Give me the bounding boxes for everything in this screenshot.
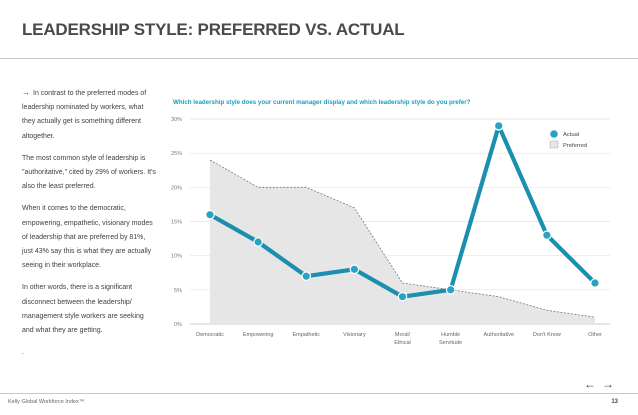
actual-point [205, 209, 215, 220]
footer-text: Kelly Global Workforce Index™ [8, 399, 85, 405]
chart-legend: Actual Preferred [549, 130, 587, 149]
preferred-area [209, 159, 596, 324]
y-axis-ticks: 0% 5% 10% 15% 20% 25% 30% [171, 117, 182, 328]
x-axis-ticks: Democratic Empowering Empathetic Visionary M… [196, 332, 602, 346]
y-tick-label: 20% [171, 185, 182, 191]
y-tick-label: 15% [171, 220, 182, 226]
actual-line [205, 121, 600, 302]
legend-actual-label: Actual [563, 132, 579, 138]
x-tick-label: Humble Servitude [439, 332, 462, 346]
next-arrow-icon[interactable]: → [602, 377, 620, 391]
actual-point [253, 237, 263, 247]
arrow-right-icon: → [22, 88, 30, 97]
x-tick-label: Other [588, 332, 602, 338]
actual-point [301, 271, 312, 281]
page-number: 13 [611, 399, 618, 405]
chart-question: Which leadership style does your current… [173, 99, 471, 106]
x-tick-label: Authoritative [483, 332, 514, 338]
actual-point [493, 121, 504, 131]
actual-point [349, 264, 360, 275]
legend-preferred-swatch [549, 140, 559, 149]
commentary-paragraph: . [22, 349, 24, 357]
commentary-text: → In contrast to the preferred modes of l… [22, 86, 157, 368]
actual-point [397, 291, 408, 302]
legend-actual-swatch [550, 130, 558, 138]
commentary-paragraph: The most common style of leadership is "… [22, 154, 156, 191]
x-tick-label: Visionary [343, 332, 366, 338]
x-tick-label: Don't Know [533, 332, 561, 338]
y-tick-label: 5% [174, 288, 182, 294]
commentary-paragraph: → In contrast to the preferred modes of l… [22, 88, 147, 140]
actual-point [445, 285, 456, 295]
x-tick-label: Moral/Ethical [394, 332, 411, 346]
leadership-chart: 0% 5% 10% 15% 20% 25% 30% Democratic Empowering… [171, 117, 610, 346]
footer-divider [0, 393, 638, 394]
slide-navigation: ←→ [584, 377, 620, 391]
preferred-series-line [209, 159, 596, 318]
prev-arrow-icon[interactable]: ← [584, 377, 602, 391]
actual-point [542, 230, 552, 240]
commentary-paragraph: In other words, there is a significant d… [22, 284, 144, 335]
preferred-area-fill [210, 160, 595, 324]
y-tick-label: 10% [171, 254, 182, 260]
x-tick-label: Empowering [243, 332, 274, 338]
x-tick-label: Empathetic [292, 332, 320, 338]
x-tick-label: Democratic [196, 332, 224, 338]
y-tick-label: 25% [171, 151, 182, 157]
actual-point [590, 278, 600, 288]
y-tick-label: 30% [171, 117, 182, 123]
page-title: LEADERSHIP STYLE: PREFERRED VS. ACTUAL [22, 20, 405, 39]
header-divider [0, 58, 638, 59]
legend-preferred-label: Preferred [563, 143, 587, 149]
y-tick-label: 0% [174, 322, 182, 328]
commentary-paragraph: When it comes to the democratic, empower… [22, 205, 153, 270]
